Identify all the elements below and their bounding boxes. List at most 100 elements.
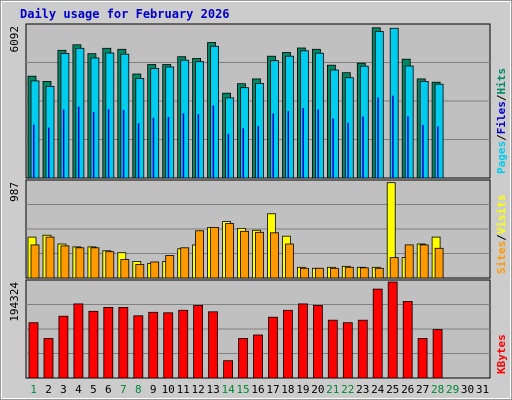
day-label: 23 — [356, 383, 369, 396]
bar-files — [227, 133, 230, 178]
bar-sites — [389, 257, 399, 279]
side-legend: Pages/Files/Hits — [495, 68, 508, 174]
bar-files — [362, 116, 364, 178]
bar-files — [107, 109, 110, 178]
y-max-label: 194324 — [8, 282, 21, 322]
day-label: 21 — [326, 383, 339, 396]
day-label: 22 — [341, 383, 354, 396]
bar-sites — [105, 251, 115, 279]
bar-sites — [314, 267, 324, 279]
y-max-label: 987 — [8, 182, 21, 202]
day-label: 20 — [311, 383, 324, 396]
bar-pages — [255, 83, 264, 179]
panel-bottom: 194324 KBytes — [8, 279, 508, 379]
bar-files — [257, 126, 259, 178]
bar-kbytes — [28, 322, 39, 379]
legend-separator: / — [495, 234, 508, 241]
day-label: 30 — [461, 383, 474, 396]
bar-sites — [60, 245, 70, 279]
legend-separator: / — [495, 94, 508, 101]
bar-files — [77, 106, 80, 178]
legend-sites: Sites — [495, 241, 508, 274]
bar-pages — [329, 69, 339, 179]
side-legend: Sites/Visits — [495, 195, 508, 275]
bar-kbytes — [118, 306, 129, 379]
day-label: 7 — [120, 383, 127, 396]
day-label: 18 — [281, 383, 294, 396]
bar-pages — [195, 61, 205, 179]
bar-pages — [105, 52, 115, 179]
bar-sites — [374, 267, 384, 279]
bar-files — [152, 117, 155, 178]
legend-visits: Visits — [495, 195, 508, 235]
bar-kbytes — [178, 309, 189, 379]
bar-files — [407, 116, 409, 178]
day-label: 3 — [60, 383, 67, 396]
bar-pages — [434, 83, 444, 179]
bar-kbytes — [103, 306, 114, 379]
day-label: 12 — [191, 383, 204, 396]
legend-pages: Pages — [495, 141, 508, 174]
bar-files — [137, 123, 140, 178]
day-label: 14 — [221, 383, 235, 396]
bar-sites — [285, 243, 294, 279]
day-label: 13 — [206, 383, 219, 396]
bar-pages — [240, 87, 249, 179]
bar-sites — [419, 244, 429, 279]
bar-pages — [389, 27, 399, 179]
bar-files — [317, 109, 319, 178]
bar-files — [48, 127, 50, 178]
bar-pages — [90, 57, 100, 179]
legend-files: Files — [495, 101, 508, 134]
bar-kbytes — [88, 310, 99, 379]
bar-sites — [165, 255, 175, 279]
bar-pages — [419, 81, 429, 179]
bar-sites — [299, 267, 309, 279]
bar-kbytes — [253, 334, 263, 379]
bar-kbytes — [402, 300, 413, 379]
bar-files — [332, 118, 334, 178]
bar-files — [377, 97, 379, 178]
bar-kbytes — [432, 329, 443, 379]
bar-files — [287, 111, 289, 178]
bar-sites — [75, 247, 85, 279]
bar-kbytes — [193, 304, 204, 379]
day-label: 1 — [30, 383, 37, 396]
side-legend: KBytes — [495, 334, 508, 374]
bar-kbytes — [282, 309, 293, 379]
bar-sites — [434, 247, 444, 279]
panel-middle: 987 Sites/Visits — [8, 179, 508, 279]
day-label: 19 — [296, 383, 309, 396]
bar-kbytes — [133, 315, 144, 379]
bar-sites — [404, 244, 414, 279]
bar-pages — [344, 77, 354, 179]
day-label: 4 — [75, 383, 82, 396]
bar-sites — [30, 244, 40, 279]
bar-sites — [180, 247, 190, 279]
bar-kbytes — [297, 303, 308, 379]
bar-sites — [135, 263, 145, 279]
bar-kbytes — [73, 303, 84, 379]
bar-files — [422, 124, 424, 178]
bar-pages — [285, 55, 294, 179]
bar-pages — [30, 80, 40, 179]
bar-sites — [120, 259, 130, 279]
day-label: 2 — [45, 383, 52, 396]
legend-hits: Hits — [495, 68, 508, 95]
day-label: 27 — [416, 383, 429, 396]
day-label: 11 — [177, 383, 190, 396]
bar-kbytes — [163, 312, 174, 379]
bar-files — [122, 109, 125, 178]
day-label: 28 — [431, 383, 444, 396]
bar-files — [242, 128, 244, 178]
bar-files — [167, 116, 170, 178]
bar-files — [62, 109, 65, 178]
bar-pages — [359, 65, 369, 179]
bar-sites — [329, 267, 339, 279]
legend-kbytes: KBytes — [495, 334, 508, 374]
y-max-label: 6092 — [8, 26, 21, 53]
bar-sites — [240, 230, 249, 279]
day-label: 10 — [162, 383, 175, 396]
day-label: 26 — [401, 383, 414, 396]
